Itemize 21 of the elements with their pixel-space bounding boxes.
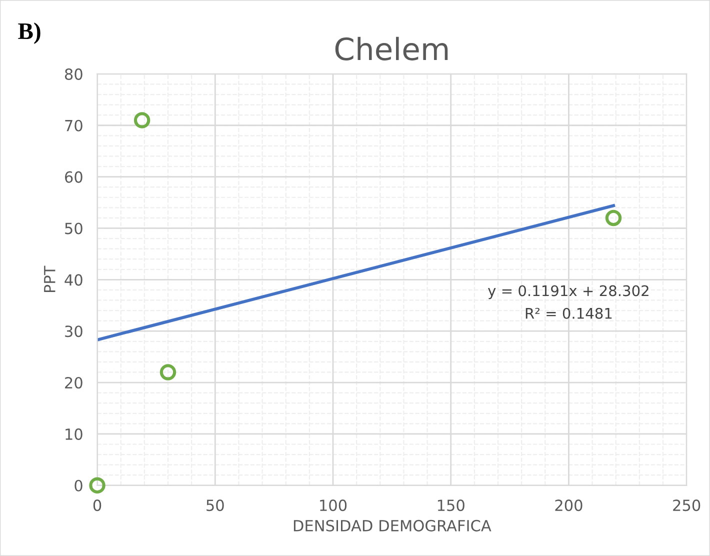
y-tick-label: 0 bbox=[74, 480, 82, 492]
x-tick-label: 100 bbox=[320, 500, 347, 512]
y-tick-label: 50 bbox=[65, 222, 82, 234]
y-axis-title: PPT bbox=[44, 266, 56, 292]
annotation: y = 0.1191x + 28.302 bbox=[488, 285, 648, 300]
annotation: R² = 0.1481 bbox=[526, 308, 612, 319]
x-tick-label: 50 bbox=[206, 500, 224, 512]
text: B) bbox=[18, 22, 40, 44]
y-tick-label: 80 bbox=[64, 68, 82, 80]
x-tick-label: 250 bbox=[673, 500, 700, 512]
y-tick-label: 40 bbox=[64, 274, 82, 286]
x-tick-label: 200 bbox=[555, 500, 582, 512]
chart-title: Chelem bbox=[335, 36, 448, 60]
y-tick-label: 70 bbox=[65, 120, 82, 132]
y-tick-label: 60 bbox=[65, 171, 82, 183]
x-tick-label: 0 bbox=[93, 500, 102, 512]
y-tick-label: 30 bbox=[65, 326, 82, 338]
x-tick-label: 150 bbox=[438, 500, 464, 512]
y-tick-label: 10 bbox=[66, 428, 82, 440]
x-axis-title: DENSIDAD DEMOGRAFICA bbox=[294, 520, 492, 532]
y-tick-label: 20 bbox=[65, 376, 82, 389]
